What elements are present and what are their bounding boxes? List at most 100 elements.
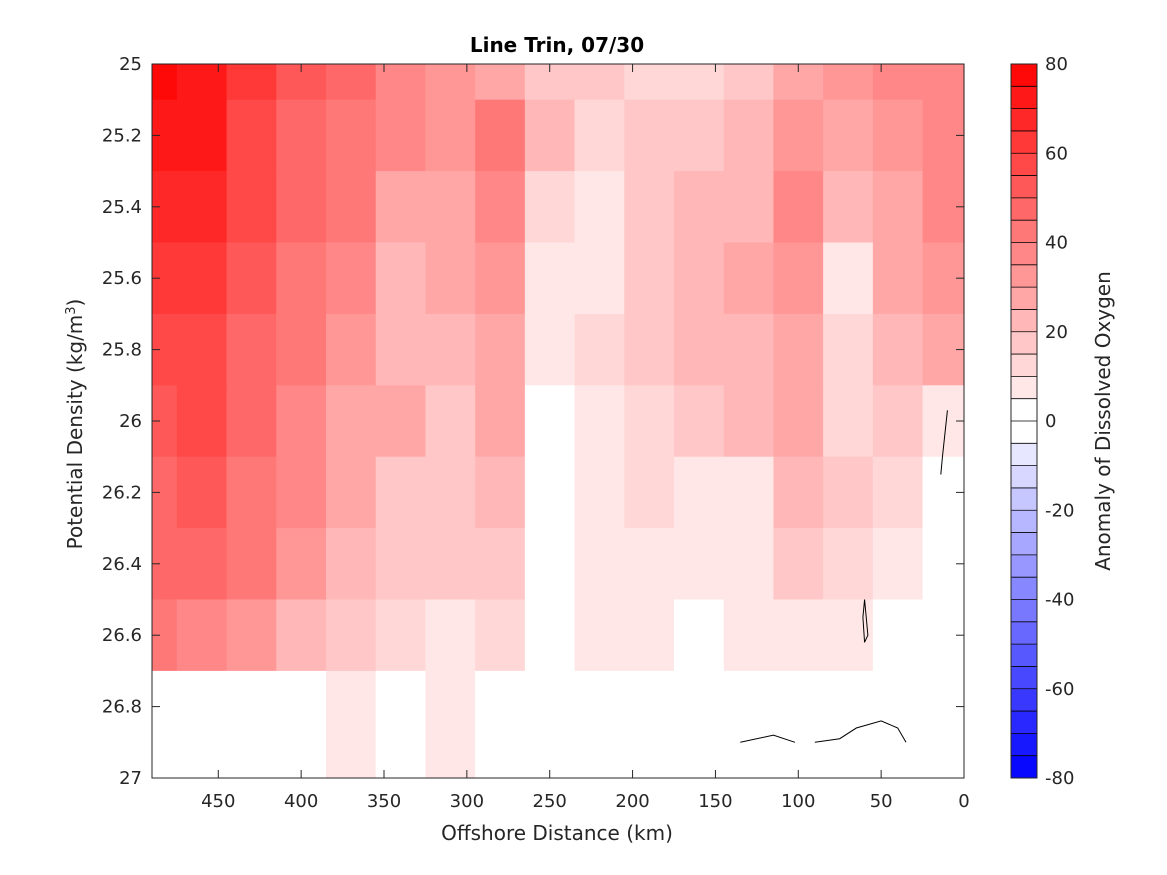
colorbar-level [1011, 733, 1037, 757]
contour-cell [375, 456, 427, 529]
contour-cell [624, 242, 675, 315]
contour-cell [475, 456, 526, 529]
colorbar-tick-label: -60 [1045, 679, 1074, 700]
contour-cell [773, 171, 824, 244]
contour-cell [624, 99, 675, 172]
contour-cell [574, 313, 625, 386]
contour-cell [425, 99, 476, 172]
contour-cell [723, 385, 775, 458]
colorbar-level [1011, 86, 1037, 110]
x-axis-label: Offshore Distance (km) [441, 821, 673, 845]
contour-cell [574, 64, 625, 101]
plot-area [151, 63, 965, 779]
colorbar-tick-label: -80 [1045, 768, 1074, 789]
y-tick-label: 25.4 [102, 197, 142, 218]
contour-cell [872, 385, 924, 458]
colorbar-level [1011, 287, 1037, 310]
contour-cell [326, 171, 377, 244]
contour-cell [624, 313, 675, 386]
colorbar-tick-label: -40 [1045, 590, 1074, 611]
contour-cell [226, 242, 277, 315]
contour-cell [524, 599, 576, 672]
y-tick-label: 25.2 [102, 125, 142, 146]
y-tick-label: 25.8 [102, 340, 142, 361]
contour-cell [773, 385, 824, 458]
contour-cell [624, 385, 675, 458]
contour-cell [574, 528, 625, 601]
colorbar-level [1011, 108, 1037, 132]
contour-cell [226, 670, 277, 779]
contour-cell [872, 670, 924, 779]
y-tick-label: 26.6 [102, 625, 142, 646]
contour-cell [276, 171, 327, 244]
contour-cell [872, 313, 924, 386]
contour-cell [823, 171, 874, 244]
contour-cell [425, 599, 476, 672]
contour-cell [326, 599, 377, 672]
colorbar-level [1011, 331, 1037, 355]
contour-cell [674, 313, 725, 386]
x-tick-label: 0 [958, 791, 969, 812]
contour-cell [723, 313, 775, 386]
contour-cell [823, 385, 874, 458]
contour-cell [375, 599, 427, 672]
colorbar-tick-label: 0 [1045, 411, 1056, 432]
contour-cell [922, 670, 965, 779]
contour-cell [524, 670, 576, 779]
contour-cell [475, 171, 526, 244]
contour-cell [176, 99, 228, 172]
x-tick-label: 200 [615, 791, 649, 812]
contour-cell [276, 670, 327, 779]
contour-cell [723, 456, 775, 529]
x-tick-label: 50 [870, 791, 893, 812]
colorbar-level [1011, 398, 1037, 422]
contour-cell [152, 670, 178, 779]
contour-cell [872, 99, 924, 172]
colorbar-label: Anomaly of Dissolved Oxygen [1091, 271, 1115, 571]
contour-cell [872, 64, 924, 101]
colorbar-level [1011, 354, 1037, 377]
contour-cell [326, 242, 377, 315]
contour-cell [823, 670, 874, 779]
contour-cell [922, 64, 965, 101]
colorbar-level [1011, 421, 1037, 444]
x-tick-label: 150 [698, 791, 732, 812]
contour-cell [375, 171, 427, 244]
colorbar-level [1011, 688, 1037, 712]
colorbar-level [1011, 153, 1037, 176]
chart-title: Line Trin, 07/30 [470, 33, 644, 57]
contour-cell [326, 385, 377, 458]
contour-cell [375, 313, 427, 386]
contour-cell [574, 99, 625, 172]
contour-cell [276, 313, 327, 386]
colorbar-level [1011, 309, 1037, 333]
contour-cell [475, 99, 526, 172]
contour-cell [773, 99, 824, 172]
y-axis-label: Potential Density (kg/m3) [63, 299, 87, 550]
colorbar-tick-label: 80 [1045, 54, 1068, 75]
contour-cell [674, 670, 725, 779]
colorbar-level [1011, 621, 1037, 645]
contour-fill [152, 64, 965, 779]
colorbar-tick-label: 20 [1045, 322, 1068, 343]
contour-cell [624, 670, 675, 779]
contour-cell [723, 670, 775, 779]
zero-contour-lines [740, 410, 948, 743]
contour-cell [152, 64, 178, 101]
contour-cell [475, 242, 526, 315]
contour-cell [872, 242, 924, 315]
contour-cell [773, 313, 824, 386]
y-axis: 25 25.2 25.4 25.6 25.8 26 26.2 26.4 26.6 26.8 27 [102, 54, 964, 789]
contour-cell [872, 599, 924, 672]
contour-cell [773, 456, 824, 529]
colorbar-level [1011, 465, 1037, 489]
contour-cell [326, 456, 377, 529]
contour-cell [226, 313, 277, 386]
contour-cell [723, 528, 775, 601]
contour-cell [425, 64, 476, 101]
y-tick-label: 26.4 [102, 554, 142, 575]
contour-cell [574, 385, 625, 458]
contour-cell [375, 64, 427, 101]
contour-cell [872, 456, 924, 529]
